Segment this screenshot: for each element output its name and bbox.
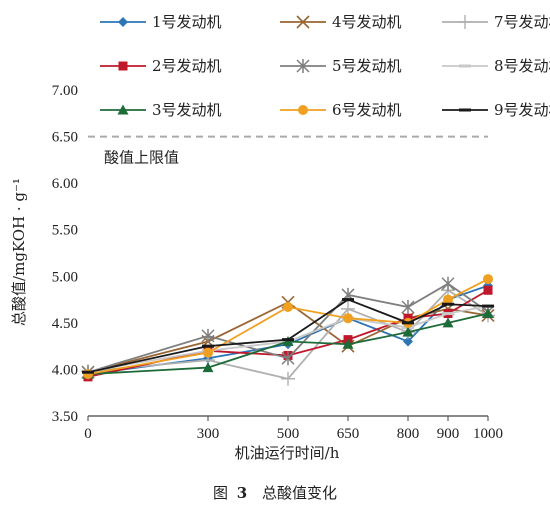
legend-label: 7号发动机 — [494, 13, 550, 31]
reference-layer: 酸值上限值 — [88, 137, 488, 167]
y-tick-label: 3.50 — [52, 409, 78, 425]
legend-label: 8号发动机 — [494, 57, 550, 75]
x-tick-label: 500 — [277, 426, 300, 442]
x-tick-label: 0 — [84, 426, 92, 442]
x-tick-label: 650 — [337, 426, 360, 442]
y-tick-label: 4.00 — [52, 362, 78, 378]
axes: 0 300 500 650 800 900 1000 3.50 4.00 4.50 5.00 5.50… — [52, 83, 503, 442]
data-point — [442, 277, 454, 291]
legend-item: 2号发动机 — [100, 57, 222, 75]
data-point — [202, 329, 214, 343]
legend-label: 1号发动机 — [152, 13, 222, 31]
legend-item: 3号发动机 — [100, 101, 222, 119]
legend-label: 5号发动机 — [332, 57, 402, 75]
x-axis-title: 机油运行时间/h — [235, 444, 340, 462]
x-tick-label: 800 — [397, 426, 420, 442]
legend-item: 1号发动机 — [100, 13, 222, 31]
data-point — [283, 302, 293, 312]
series-layer — [81, 274, 495, 386]
legend-label: 6号发动机 — [332, 101, 402, 119]
data-point — [483, 274, 493, 284]
caption-text: 总酸值变化 — [262, 484, 337, 502]
legend-item: 7号发动机 — [442, 13, 550, 31]
y-tick-label: 6.50 — [52, 130, 78, 146]
data-point — [203, 348, 213, 358]
legend-marker — [118, 17, 128, 27]
upper-limit-label: 酸值上限值 — [104, 149, 179, 167]
caption-prefix: 图 — [213, 484, 228, 502]
data-point — [343, 313, 353, 323]
y-tick-label: 5.00 — [52, 269, 78, 285]
legend-marker — [458, 15, 472, 29]
legend-label: 3号发动机 — [152, 101, 222, 119]
y-tick-label: 6.00 — [52, 176, 78, 192]
x-tick-label: 1000 — [473, 426, 503, 442]
figure-caption: 图 3 总酸值变化 — [213, 484, 337, 502]
legend-marker — [119, 62, 128, 71]
data-point — [484, 286, 493, 295]
legend-item: 6号发动机 — [280, 101, 402, 119]
caption-number: 3 — [237, 484, 247, 502]
y-tick-label: 4.50 — [52, 316, 78, 332]
legend-item: 4号发动机 — [280, 13, 402, 31]
legend-marker — [298, 105, 308, 115]
legend-item: 5号发动机 — [280, 57, 402, 75]
y-tick-label: 5.50 — [52, 223, 78, 239]
legend-label: 4号发动机 — [332, 13, 402, 31]
y-tick-label: 7.00 — [52, 83, 78, 99]
legend: 1号发动机 4号发动机 7号发动机 2号发动机 5号发动机 8号发动机 3号发动机 6号发动机… — [100, 13, 550, 119]
legend-item: 8号发动机 — [442, 57, 550, 75]
x-tick-label: 300 — [197, 426, 220, 442]
x-tick-label: 900 — [437, 426, 460, 442]
y-axis-title: 总酸值/mgKOH · g⁻¹ — [10, 178, 28, 326]
legend-label: 2号发动机 — [152, 57, 222, 75]
